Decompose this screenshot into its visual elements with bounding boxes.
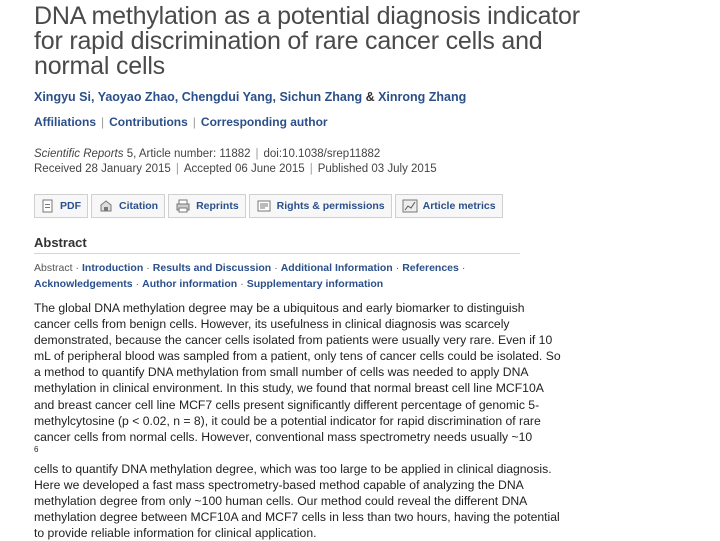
article-title: DNA methylation as a potential diagnosis… xyxy=(34,4,674,79)
corresponding-author-link[interactable]: Corresponding author xyxy=(200,115,328,129)
author-link[interactable]: Sichun Zhang xyxy=(279,90,363,104)
title-line: normal cells xyxy=(34,52,165,80)
abstract-line: methylcytosine (p < 0.02, n = 8), it cou… xyxy=(34,413,541,428)
metrics-icon xyxy=(402,199,418,213)
nav-author-information[interactable]: Author information xyxy=(142,278,238,290)
author-link[interactable]: Chengdui Yang xyxy=(181,90,273,104)
section-nav-current: Abstract xyxy=(34,262,73,274)
doi[interactable]: doi:10.1038/srep11882 xyxy=(263,148,381,160)
author-list: Xingyu Si, Yaoyao Zhao, Chengdui Yang, S… xyxy=(34,90,467,104)
abstract-line: methylation degree from only ~100 human … xyxy=(34,494,528,509)
abstract-divider xyxy=(34,253,520,254)
abstract-heading: Abstract xyxy=(34,235,87,250)
reprints-button[interactable]: Reprints xyxy=(168,194,246,218)
abstract-line: The global DNA methylation degree may be… xyxy=(34,301,525,315)
abstract-line: methylation degree between MCF10A and MC… xyxy=(34,510,560,525)
abstract-line: and breast cancer cell line MCF7 cells p… xyxy=(34,397,540,412)
abstract-line: Here we developed a fast mass spectromet… xyxy=(34,478,524,493)
section-nav-line: Abstract · Introduction · Results and Discus… xyxy=(34,262,466,274)
pdf-icon xyxy=(42,199,53,213)
abstract-line: demonstrated, because the cancer cells i… xyxy=(34,333,553,348)
abstract-line: cancer cells from benign cells. However,… xyxy=(34,317,510,332)
link-separator: | xyxy=(192,115,196,129)
superscript: 6 xyxy=(34,444,39,454)
nav-acknowledgements[interactable]: Acknowledgements xyxy=(34,278,133,290)
published-date: Published 03 July 2015 xyxy=(317,163,437,175)
nav-supplementary[interactable]: Supplementary information xyxy=(246,278,384,290)
nav-references[interactable]: References xyxy=(402,262,459,274)
nav-results[interactable]: Results and Discussion xyxy=(152,262,272,274)
article-links: Affiliations | Contributions | Corresponding… xyxy=(34,115,328,129)
abstract-text: The global DNA methylation degree may be… xyxy=(34,300,640,541)
journal-name: Scientific Reports xyxy=(34,148,124,160)
author-link[interactable]: Xingyu Si xyxy=(34,90,91,104)
rights-icon xyxy=(257,200,271,212)
abstract-line: cells to quantify DNA methylation degree… xyxy=(34,461,552,476)
nav-introduction[interactable]: Introduction xyxy=(82,262,144,274)
abstract-line: cancer cells from normal cells. However,… xyxy=(34,429,533,454)
section-navigation: Abstract · Introduction · Results and Discus… xyxy=(34,260,534,292)
article-metrics-button[interactable]: Article metrics xyxy=(394,194,503,218)
citation-line: Scientific Reports 5, Article number: 11… xyxy=(34,148,381,160)
abstract-line: mL of peripheral blood was sampled from … xyxy=(34,349,561,364)
title-line: DNA methylation as a potential diagnosis… xyxy=(34,2,580,30)
history-line: Received 28 January 2015 | Accepted 06 Jun… xyxy=(34,163,437,175)
section-nav-line: Acknowledgements · Author information · Supp… xyxy=(34,278,384,290)
abstract-line: to provide reliable information for clin… xyxy=(34,526,317,541)
received-date: Received 28 January 2015 xyxy=(34,163,171,175)
abstract-line: methylation in clinical environment. In … xyxy=(34,381,544,396)
link-separator: | xyxy=(101,115,105,129)
author-link[interactable]: Yaoyao Zhao xyxy=(97,90,175,104)
reprints-icon xyxy=(176,199,190,213)
nav-additional-info[interactable]: Additional Information xyxy=(280,262,393,274)
article-number: Article number: 11882 xyxy=(138,148,251,160)
author-link[interactable]: Xinrong Zhang xyxy=(378,90,467,104)
citation-icon xyxy=(100,200,112,212)
affiliations-link[interactable]: Affiliations xyxy=(34,115,96,129)
contributions-link[interactable]: Contributions xyxy=(109,115,188,129)
author-ampersand: & xyxy=(365,90,375,104)
citation-button[interactable]: Citation xyxy=(91,194,166,218)
accepted-date: Accepted 06 June 2015 xyxy=(183,163,305,175)
title-line: for rapid discrimination of rare cancer … xyxy=(34,27,543,55)
abstract-line: a method to quantify DNA methylation fro… xyxy=(34,365,529,380)
article-toolbar: PDF Citation Reprints Rights & permissio… xyxy=(34,194,503,220)
volume: 5 xyxy=(126,148,134,160)
pdf-button[interactable]: PDF xyxy=(34,194,88,218)
rights-permissions-button[interactable]: Rights & permissions xyxy=(248,194,392,218)
